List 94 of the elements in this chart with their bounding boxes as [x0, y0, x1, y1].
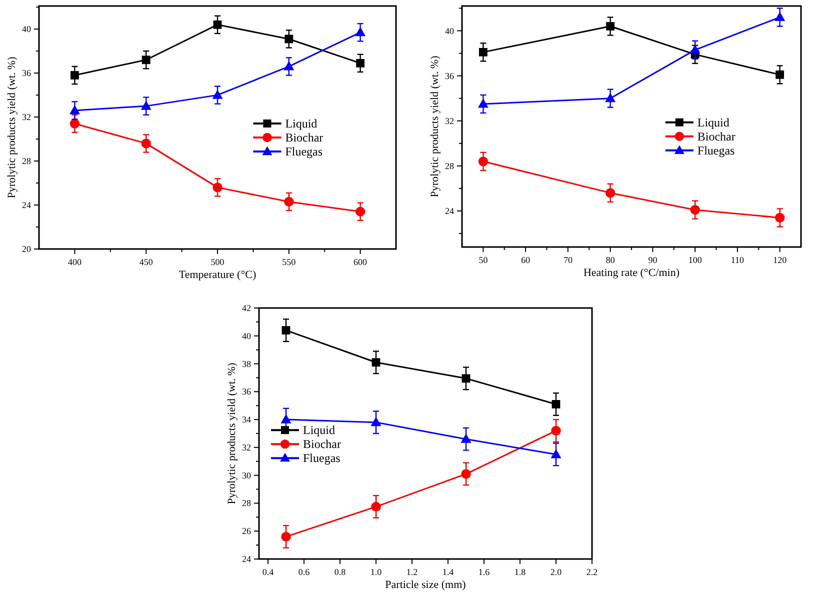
point [280, 414, 292, 424]
point [552, 400, 560, 408]
y-tick-label: 28 [242, 498, 252, 508]
point [551, 426, 561, 436]
y-tick-label: 32 [242, 442, 251, 452]
point [284, 61, 294, 70]
y-tick-label: 40 [22, 24, 32, 34]
legend-label: Liquid [303, 423, 335, 438]
x-tick-label: 1.6 [478, 567, 490, 577]
x-tick-label: 0.8 [334, 567, 346, 577]
point [355, 26, 366, 36]
point [282, 326, 290, 335]
legend-label: Biochar [303, 437, 341, 452]
point [461, 469, 471, 479]
point [212, 90, 223, 99]
point [70, 71, 79, 80]
point [606, 22, 615, 30]
y-tick-label: 36 [22, 68, 32, 78]
point [356, 58, 364, 68]
point [462, 374, 470, 383]
point [355, 206, 366, 216]
x-tick-label: 400 [68, 257, 82, 267]
x-tick-label: 110 [730, 255, 745, 265]
legend-label: Fluegas [697, 143, 736, 158]
legend-label: Liquid [285, 116, 318, 131]
point [774, 212, 785, 223]
y-tick-label: 30 [242, 470, 252, 480]
x-tick-label: 600 [354, 257, 368, 267]
x-axis-title: Temperature (°C) [178, 269, 256, 281]
y-tick-label: 24 [242, 554, 252, 564]
x-tick-label: 1.0 [370, 567, 382, 577]
y-axis-title: Pyrolytic products yield (wt. %) [6, 56, 18, 198]
y-tick-label: 32 [22, 112, 31, 122]
y-tick-label: 40 [445, 26, 454, 36]
point [142, 56, 150, 64]
y-tick-label: 32 [445, 116, 454, 126]
x-tick-label: 60 [521, 255, 531, 265]
y-tick-label: 42 [242, 303, 251, 313]
point [690, 205, 700, 215]
x-tick-label: 120 [773, 255, 788, 265]
x-tick-label: 0.4 [262, 567, 274, 577]
point [281, 532, 291, 542]
y-tick-label: 24 [445, 206, 454, 216]
point [372, 358, 380, 367]
y-tick-label: 38 [242, 358, 252, 369]
y-tick-label: 36 [242, 386, 252, 397]
y-tick-label: 26 [242, 526, 252, 536]
x-tick-label: 0.6 [298, 567, 310, 577]
x-tick-label: 2.0 [550, 567, 562, 577]
y-tick-label: 20 [22, 244, 32, 254]
x-tick-label: 70 [563, 255, 573, 265]
x-tick-label: 90 [648, 255, 658, 265]
legend-label: Biochar [697, 129, 736, 144]
point [478, 98, 488, 108]
point [140, 100, 152, 110]
x-tick-label: 450 [139, 257, 154, 267]
point [460, 434, 472, 443]
x-tick-label: 500 [210, 257, 225, 267]
point [141, 138, 151, 148]
y-tick-label: 28 [22, 156, 32, 166]
y-axis-title: Pyrolytic products yield (wt. %) [429, 55, 441, 198]
point [776, 70, 784, 79]
x-axis-title: Heating rate (°C/min) [583, 267, 680, 279]
point [212, 182, 222, 192]
point [605, 92, 616, 102]
x-axis-title: Particle size (mm) [385, 579, 466, 591]
point [550, 448, 562, 458]
y-axis-title: Pyrolytic products yield (wt. %) [226, 362, 238, 504]
x-tick-label: 2.2 [586, 567, 598, 577]
point [213, 20, 222, 29]
x-tick-label: 1.4 [442, 567, 454, 577]
legend-label: Fluegas [303, 451, 341, 466]
legend-label: Biochar [285, 130, 324, 145]
x-tick-label: 550 [282, 257, 296, 267]
y-tick-label: 34 [242, 414, 252, 425]
legend-label: Liquid [697, 115, 730, 130]
x-tick-label: 1.2 [406, 567, 418, 577]
point [605, 188, 616, 198]
point [371, 502, 381, 512]
x-tick-label: 50 [478, 255, 488, 265]
point [370, 416, 382, 426]
point [478, 156, 488, 166]
x-tick-label: 80 [606, 255, 616, 265]
legend-label: Fluegas [285, 144, 323, 159]
y-tick-label: 40 [242, 330, 252, 341]
y-tick-label: 28 [445, 160, 454, 171]
point [478, 48, 488, 56]
point [774, 12, 786, 22]
x-tick-label: 100 [688, 255, 702, 265]
point [284, 34, 294, 44]
point [284, 196, 294, 207]
y-tick-label: 36 [445, 70, 454, 81]
y-tick-label: 24 [22, 200, 32, 210]
x-tick-label: 1.8 [514, 567, 526, 577]
